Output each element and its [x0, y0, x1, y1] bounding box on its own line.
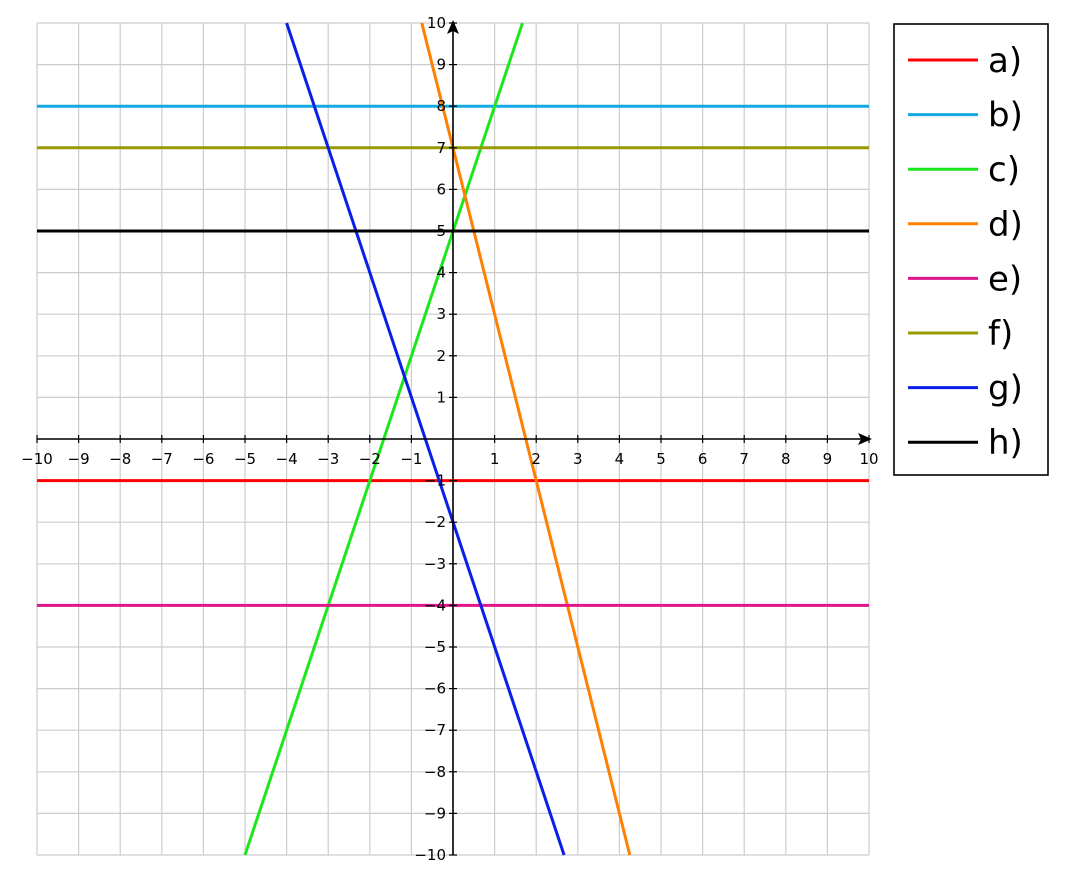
x-tick-label: −2 — [359, 450, 381, 468]
y-tick-label: −4 — [424, 596, 446, 614]
legend-label: e) — [988, 259, 1022, 299]
legend-label: g) — [988, 369, 1023, 409]
x-tick-label: −9 — [68, 450, 90, 468]
x-tick-label: −1 — [400, 450, 422, 468]
y-tick-label: −5 — [424, 638, 446, 656]
x-axis-arrow — [858, 433, 872, 445]
y-tick-label: −3 — [424, 555, 446, 573]
legend-label: b) — [988, 96, 1023, 136]
legend-label: d) — [988, 205, 1023, 245]
x-tick-label: 9 — [823, 450, 833, 468]
x-tick-label: 7 — [739, 450, 749, 468]
x-tick-label: −6 — [192, 450, 214, 468]
y-tick-label: 1 — [436, 388, 446, 406]
legend-box — [893, 23, 1049, 476]
y-axis-arrow — [447, 20, 459, 34]
x-tick-label: 1 — [490, 450, 500, 468]
y-tick-label: −9 — [424, 804, 446, 822]
y-tick-label: 5 — [436, 222, 446, 240]
y-tick-label: 10 — [427, 14, 446, 32]
y-tick-label: 3 — [436, 305, 446, 323]
x-tick-label: 10 — [859, 450, 878, 468]
x-tick-label: 3 — [573, 450, 583, 468]
x-tick-label: 8 — [781, 450, 791, 468]
y-tick-label: 2 — [436, 347, 446, 365]
y-tick-label: 6 — [436, 180, 446, 198]
x-tick-label: −10 — [21, 450, 53, 468]
legend: a) b) c) d) e) f) g) h) — [893, 23, 1049, 476]
x-tick-label: −8 — [109, 450, 131, 468]
y-tick-label: −10 — [414, 846, 446, 864]
y-tick-label: −8 — [424, 763, 446, 781]
x-tick-label: 5 — [656, 450, 666, 468]
tick-labels: −10 −9 −8 −7 −6 −5 −4 −3 −2 −1 1 2 3 4 5 6 7 8 9 10 −10 −9 −8 −… — [21, 14, 878, 864]
x-tick-label: −3 — [317, 450, 339, 468]
legend-label: h) — [988, 423, 1023, 463]
x-tick-label: 2 — [531, 450, 541, 468]
y-tick-label: 4 — [436, 264, 446, 282]
x-tick-label: 6 — [698, 450, 708, 468]
y-tick-label: 8 — [436, 97, 446, 115]
y-tick-label: 7 — [436, 139, 446, 157]
x-tick-label: −5 — [234, 450, 256, 468]
x-tick-label: 4 — [615, 450, 625, 468]
axes — [37, 20, 872, 855]
y-tick-label: −1 — [424, 472, 446, 490]
x-tick-label: −4 — [276, 450, 298, 468]
y-tick-label: −6 — [424, 680, 446, 698]
legend-label: c) — [988, 150, 1020, 190]
y-tick-label: −7 — [424, 721, 446, 739]
y-tick-label: −2 — [424, 513, 446, 531]
x-tick-label: −7 — [151, 450, 173, 468]
legend-label: f) — [988, 314, 1013, 354]
y-tick-label: 9 — [436, 56, 446, 74]
legend-label: a) — [988, 41, 1022, 81]
